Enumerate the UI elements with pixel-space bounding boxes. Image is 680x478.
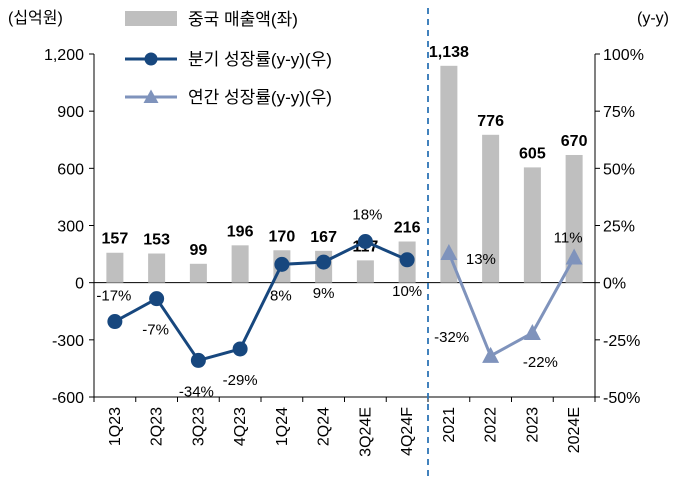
line-value-label: -17% — [96, 288, 131, 305]
bar — [189, 263, 207, 283]
bar-value-label: 1,138 — [429, 44, 469, 61]
bar — [356, 260, 374, 283]
left-axis-unit: (십억원) — [8, 9, 63, 27]
x-axis-tick-label: 2023 — [524, 407, 541, 443]
bar-value-label: 153 — [143, 232, 170, 249]
left-axis-tick-label: -600 — [52, 390, 84, 407]
line-point — [149, 291, 165, 307]
line-point — [357, 234, 373, 250]
line-value-label: 9% — [313, 285, 335, 302]
left-axis-tick-label: -300 — [52, 333, 84, 350]
bar-value-label: 776 — [477, 113, 504, 130]
line-point — [190, 352, 206, 368]
line-point — [523, 323, 541, 340]
x-axis-tick-label: 1Q23 — [107, 407, 124, 446]
x-axis-tick-label: 3Q23 — [190, 407, 207, 446]
right-axis-tick-label: 25% — [603, 219, 635, 236]
legend-swatch-bar — [125, 11, 177, 26]
series-line — [447, 252, 576, 358]
line-value-label: -32% — [434, 329, 469, 346]
bar — [482, 134, 500, 283]
x-axis-tick-label: 2024E — [566, 407, 583, 453]
legend-swatch-quarterly-marker — [144, 52, 158, 66]
bar-value-label: 167 — [310, 229, 337, 246]
line-point — [482, 346, 500, 363]
legend-label-quarterly: 분기 성장률(y-y)(우) — [188, 50, 332, 69]
legend-label-bar: 중국 매출액(좌) — [188, 10, 298, 29]
x-axis-tick-label: 2021 — [441, 407, 458, 443]
x-axis-tick-label: 4Q23 — [232, 407, 249, 446]
right-axis-tick-label: 75% — [603, 104, 635, 121]
right-axis-tick-label: -25% — [603, 333, 640, 350]
line-value-label: 8% — [270, 287, 292, 304]
x-axis-tick-label: 2Q24 — [316, 407, 333, 446]
bar-value-label: 196 — [227, 223, 254, 240]
line-point — [274, 256, 290, 272]
bar — [148, 253, 166, 283]
left-axis-tick-label: 600 — [57, 161, 84, 178]
x-axis-tick-label: 4Q24F — [399, 407, 416, 456]
bar — [106, 252, 124, 283]
line-value-label: 13% — [466, 251, 496, 268]
line-value-label: -22% — [523, 354, 558, 371]
right-axis-tick-label: 50% — [603, 161, 635, 178]
left-axis-tick-label: 1,200 — [44, 47, 84, 64]
right-axis-unit: (y-y) — [637, 10, 669, 27]
line-point — [399, 252, 415, 268]
bar-value-label: 216 — [394, 220, 421, 237]
line-value-label: 10% — [392, 283, 422, 300]
legend-swatch-annual-marker — [143, 89, 159, 103]
plot-area: -600 -300 0 300 600 900 1,200 -50% -25% 0% 25% 50% 7… — [44, 8, 644, 478]
legend-label-annual: 연간 성장률(y-y)(우) — [188, 88, 332, 107]
series-line — [114, 239, 408, 363]
line-value-label: -7% — [142, 322, 169, 339]
line-value-label: -34% — [179, 383, 214, 400]
bar-value-label: 157 — [102, 231, 129, 248]
bar — [523, 167, 541, 283]
x-axis-tick-label: 2022 — [483, 407, 500, 443]
bar-value-label: 605 — [519, 145, 546, 162]
bar-value-label: 99 — [189, 242, 207, 259]
left-axis-tick-label: 900 — [57, 104, 84, 121]
bar-value-label: 670 — [561, 133, 588, 150]
bar-value-label: 170 — [269, 228, 296, 245]
bar — [565, 154, 583, 283]
line-value-label: 11% — [554, 230, 583, 247]
x-axis-tick-label: 3Q24E — [357, 407, 374, 457]
line-value-label: 18% — [352, 207, 382, 224]
x-axis-tick-label: 1Q24 — [274, 407, 291, 446]
left-axis-tick-label: 0 — [75, 276, 84, 293]
x-axis-tick-label: 2Q23 — [149, 407, 166, 446]
line-point — [565, 248, 583, 265]
line-point — [316, 254, 332, 270]
bar — [231, 245, 249, 283]
right-axis-tick-label: -50% — [603, 390, 640, 407]
line-point — [232, 341, 248, 357]
bar — [440, 65, 458, 283]
line-value-label: -29% — [223, 372, 258, 389]
line-point — [440, 243, 458, 260]
line-point — [107, 314, 123, 330]
legend: 중국 매출액(좌) 분기 성장률(y-y)(우) 연간 성장률(y-y)(우) — [125, 10, 332, 107]
right-axis-tick-label: 0% — [603, 276, 626, 293]
right-axis-tick-label: 100% — [603, 47, 644, 64]
left-axis-tick-label: 300 — [57, 219, 84, 236]
